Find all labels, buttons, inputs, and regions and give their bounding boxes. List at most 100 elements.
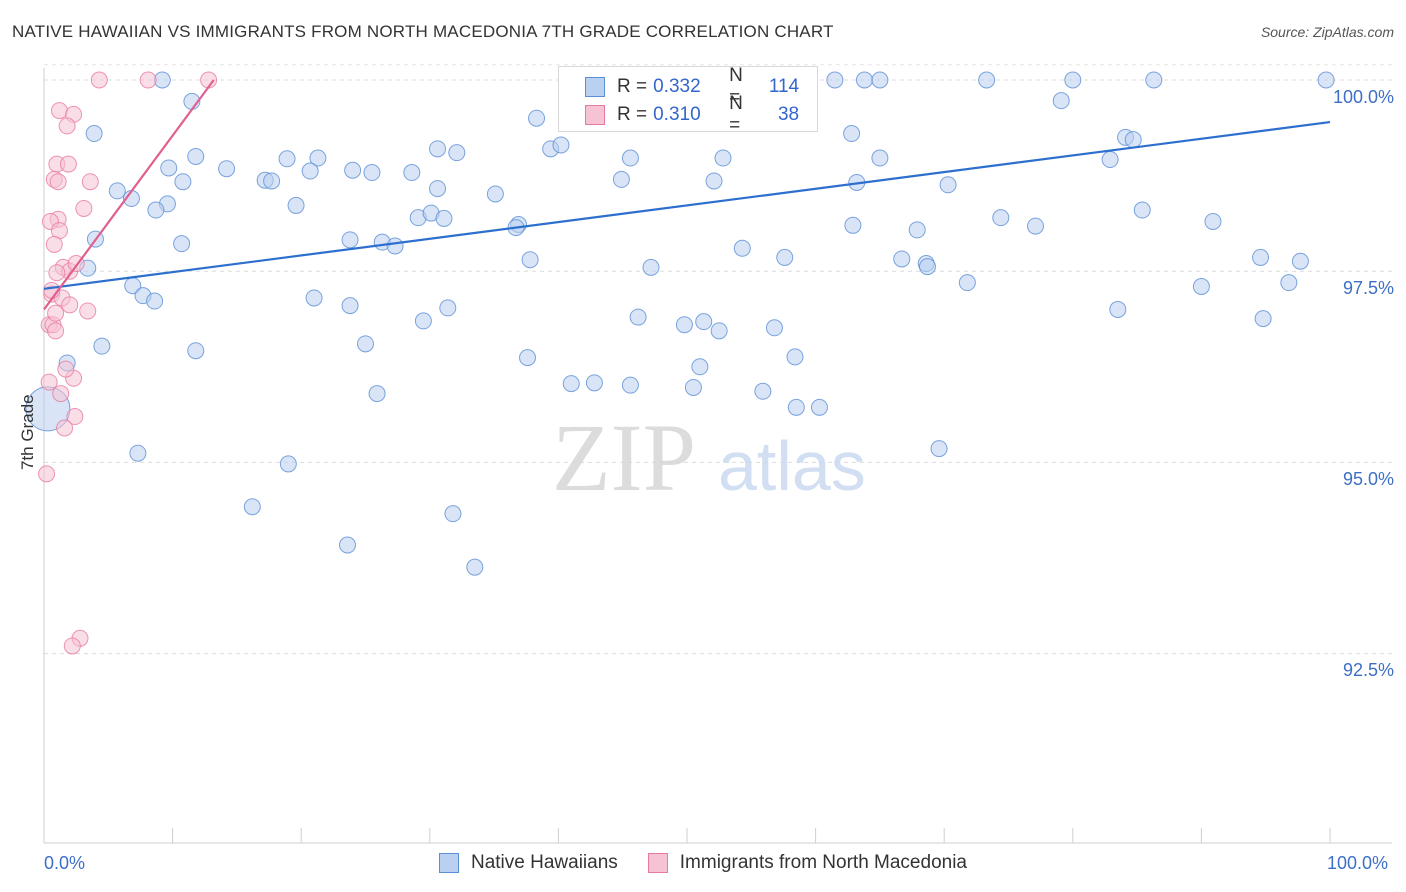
chart-title: NATIVE HAWAIIAN VS IMMIGRANTS FROM NORTH… xyxy=(12,22,834,41)
data-point xyxy=(363,164,381,182)
data-point xyxy=(57,360,75,378)
axes xyxy=(43,68,1392,844)
data-point xyxy=(79,302,97,320)
data-point xyxy=(56,419,74,437)
data-point xyxy=(1192,277,1210,295)
data-point xyxy=(844,216,862,234)
data-point xyxy=(59,155,77,173)
data-point xyxy=(263,172,281,190)
legend-n-value: 114 xyxy=(768,76,800,97)
data-point xyxy=(585,374,603,392)
data-point xyxy=(642,258,660,276)
data-point xyxy=(243,498,261,516)
stats-legend: R = 0.332 N = 114 R = 0.310 N = 38 xyxy=(558,65,818,136)
data-point xyxy=(45,235,63,253)
data-point xyxy=(1101,151,1119,169)
data-point xyxy=(309,149,327,167)
data-point xyxy=(414,312,432,330)
legend-r-label: R = xyxy=(617,104,648,125)
data-point xyxy=(466,558,484,576)
data-point xyxy=(1252,248,1270,266)
data-point xyxy=(908,221,926,239)
data-point xyxy=(893,250,911,268)
data-point xyxy=(1109,300,1127,318)
data-point xyxy=(939,176,957,194)
trend-line xyxy=(43,79,215,311)
data-point xyxy=(386,237,404,255)
data-point xyxy=(1291,252,1309,270)
data-point xyxy=(629,308,647,326)
data-point xyxy=(930,440,948,458)
data-point xyxy=(733,239,751,257)
data-point xyxy=(403,164,421,182)
legend-label: Native Hawaiians xyxy=(470,852,618,873)
legend-swatch-pink xyxy=(585,105,605,125)
data-point xyxy=(47,322,65,340)
legend-r-value: 0.310 xyxy=(653,104,701,125)
source-credit: Source: ZipAtlas.com xyxy=(1260,24,1394,40)
legend-r-value: 0.332 xyxy=(653,76,701,97)
data-point xyxy=(218,160,236,178)
data-point xyxy=(1052,92,1070,110)
legend-label: Immigrants from North Macedonia xyxy=(679,852,967,873)
data-point xyxy=(160,159,178,177)
y-tick-label: 100.0% xyxy=(1332,87,1394,107)
x-tick-label: 0.0% xyxy=(44,853,86,873)
data-point xyxy=(675,316,693,334)
data-point xyxy=(341,297,359,315)
data-point xyxy=(287,196,305,214)
legend-item-north-macedonia: Immigrants from North Macedonia xyxy=(647,852,967,874)
legend-n-label: N = xyxy=(729,65,743,108)
data-point xyxy=(1254,310,1272,328)
data-point xyxy=(63,637,81,655)
data-point xyxy=(786,348,804,366)
data-point xyxy=(486,185,504,203)
data-point xyxy=(1280,274,1298,292)
series-legend: Native Hawaiians Immigrants from North M… xyxy=(0,852,1406,874)
legend-n-value: 38 xyxy=(777,104,800,125)
data-point xyxy=(705,172,723,190)
data-point xyxy=(47,304,65,322)
data-point xyxy=(344,161,362,179)
data-point xyxy=(81,173,99,191)
data-point xyxy=(871,71,889,89)
data-point xyxy=(50,102,68,120)
data-point xyxy=(776,248,794,266)
data-point xyxy=(357,335,374,353)
data-point xyxy=(187,147,205,165)
data-point xyxy=(139,71,157,89)
data-point xyxy=(90,71,108,89)
watermark-atlas: atlas xyxy=(718,427,866,505)
data-point xyxy=(368,385,386,403)
data-point xyxy=(765,319,783,337)
trend-line xyxy=(43,120,1331,290)
data-point xyxy=(754,382,772,400)
data-point xyxy=(429,180,447,198)
trend-lines xyxy=(43,79,1331,311)
data-point xyxy=(978,71,996,89)
data-point xyxy=(562,375,580,393)
data-point xyxy=(1133,201,1151,219)
data-point xyxy=(52,385,70,403)
data-point xyxy=(691,358,709,376)
data-point xyxy=(108,182,126,200)
data-point xyxy=(301,162,319,180)
legend-n-label: N = xyxy=(729,93,743,136)
data-point xyxy=(621,376,639,394)
data-point xyxy=(958,274,976,292)
data-point xyxy=(278,150,296,168)
data-point xyxy=(341,231,359,249)
data-point xyxy=(305,289,323,307)
data-point xyxy=(338,536,356,554)
data-point xyxy=(174,173,192,191)
data-point xyxy=(66,408,84,426)
data-point xyxy=(146,292,164,310)
data-point xyxy=(519,349,537,367)
data-point xyxy=(1064,71,1082,89)
data-point xyxy=(173,235,191,253)
legend-swatch-blue xyxy=(438,853,459,873)
data-point xyxy=(75,199,93,217)
data-point xyxy=(552,136,570,154)
series-north-macedonia xyxy=(38,71,218,655)
